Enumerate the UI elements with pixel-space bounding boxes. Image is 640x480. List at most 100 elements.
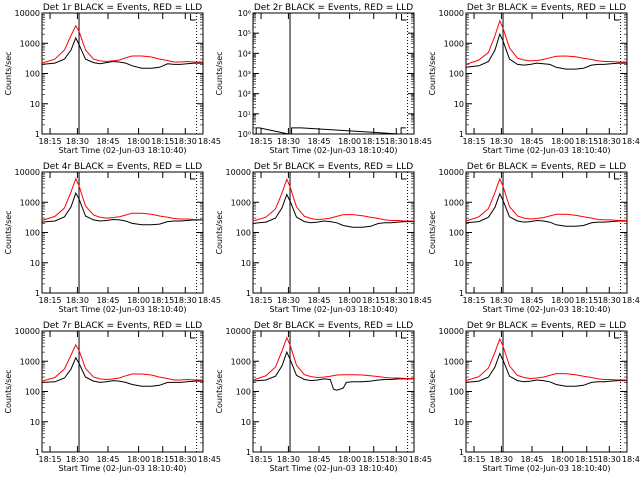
y-tick-label: 10000 — [439, 9, 464, 18]
y-tick-label: 10000 — [439, 327, 464, 336]
y-tick-label: 10⁵ — [238, 29, 251, 38]
x-tick-label: 18:00 — [127, 455, 150, 464]
x-tick-label: 18:30 — [66, 137, 89, 146]
x-tick-label: 18:45 — [198, 296, 221, 305]
x-tick-label: 18:30 — [385, 296, 408, 305]
panel-1: Det 1r BLACK = Events, RED = LLD 1 10 100 10… — [4, 3, 221, 155]
x-tick-label: 18:15 — [151, 296, 174, 305]
y-tick-label: 1000 — [444, 357, 464, 366]
panel-title: Det 2r BLACK = Events, RED = LLD — [254, 3, 413, 13]
y-tick-label: 100 — [236, 388, 251, 397]
x-tick-label: 18:15 — [362, 137, 385, 146]
bracket-mark — [190, 173, 196, 180]
y-tick-label: 1 — [246, 289, 251, 298]
x-tick-label: 18:45 — [96, 296, 119, 305]
x-axis-label: Start Time (02-Jun-03 18:10:40) — [59, 305, 187, 314]
y-tick-label: 10² — [238, 90, 251, 99]
x-tick-label: 18:00 — [338, 455, 361, 464]
x-tick-label: 18:15 — [575, 137, 598, 146]
plot-frame — [252, 171, 415, 294]
x-tick-label: 18:30 — [174, 296, 197, 305]
panel-5: Det 5r BLACK = Events, RED = LLD 1 10 100 10… — [215, 162, 432, 314]
y-tick-label: 10 — [454, 418, 464, 427]
bracket-mark — [190, 332, 196, 339]
x-tick-label: 18:30 — [66, 296, 89, 305]
x-tick-label: 18:30 — [490, 296, 513, 305]
x-tick-label: 18:15 — [151, 137, 174, 146]
x-axis-label: Start Time (02-Jun-03 18:10:40) — [270, 146, 398, 155]
plot-frame — [465, 330, 628, 453]
series-lld-line — [41, 343, 203, 382]
x-tick-label: 18:45 — [520, 137, 543, 146]
y-tick-label: 1 — [35, 130, 40, 139]
y-tick-label: 100 — [25, 229, 40, 238]
panel-8: Det 8r BLACK = Events, RED = LLD 1 10 100 10… — [215, 321, 432, 473]
x-tick-label: 18:15 — [151, 455, 174, 464]
y-tick-label: 10 — [30, 100, 40, 109]
panel-title: Det 9r BLACK = Events, RED = LLD — [467, 321, 626, 331]
panel-6: Det 6r BLACK = Events, RED = LLD 1 10 100 10… — [428, 162, 640, 314]
x-tick-label: 18:45 — [409, 137, 432, 146]
y-tick-label: 10000 — [15, 327, 40, 336]
x-tick-label: 18:15 — [575, 296, 598, 305]
series-lld-line — [465, 177, 627, 222]
y-tick-label: 1000 — [20, 39, 40, 48]
x-axis-label: Start Time (02-Jun-03 18:10:40) — [270, 305, 398, 314]
y-tick-label: 10 — [30, 418, 40, 427]
x-tick-label: 18:00 — [127, 296, 150, 305]
panel-title: Det 4r BLACK = Events, RED = LLD — [43, 162, 202, 172]
y-tick-label: 1000 — [231, 198, 251, 207]
x-tick-label: 18:45 — [96, 137, 119, 146]
y-tick-label: 10 — [454, 259, 464, 268]
y-tick-label: 1 — [246, 448, 251, 457]
y-tick-label: 1 — [459, 448, 464, 457]
x-tick-label: 18:30 — [598, 296, 621, 305]
x-tick-label: 18:30 — [598, 455, 621, 464]
panel-7: Det 7r BLACK = Events, RED = LLD 1 10 100 10… — [4, 321, 221, 473]
x-tick-label: 18:30 — [598, 137, 621, 146]
y-axis-label: Counts/sec — [4, 51, 13, 95]
series-lld-line — [465, 337, 627, 382]
series-events-line — [252, 350, 414, 391]
series-events-line — [253, 127, 406, 135]
series-events-line — [41, 36, 203, 69]
y-tick-label: 10¹ — [238, 110, 251, 119]
y-tick-label: 10000 — [226, 327, 251, 336]
series-events-line — [41, 191, 203, 226]
x-tick-label: 18:00 — [338, 296, 361, 305]
series-lld-line — [41, 24, 203, 64]
series-lld-line — [465, 19, 627, 65]
y-axis-label: Counts/sec — [215, 369, 224, 413]
y-tick-label: 1000 — [444, 198, 464, 207]
y-tick-label: 10⁴ — [238, 49, 251, 58]
y-tick-label: 10 — [241, 259, 251, 268]
y-tick-label: 1 — [35, 448, 40, 457]
series-lld-line — [41, 177, 203, 221]
x-tick-label: 18:45 — [520, 296, 543, 305]
y-tick-label: 1 — [35, 289, 40, 298]
y-axis-label: Counts/sec — [428, 210, 437, 254]
bracket-mark — [401, 14, 407, 21]
x-tick-label: 18:45 — [409, 455, 432, 464]
bracket-mark — [190, 14, 196, 21]
x-tick-label: 18:30 — [277, 455, 300, 464]
y-axis-label: Counts/sec — [4, 210, 13, 254]
bracket-mark — [401, 332, 407, 339]
panel-title: Det 8r BLACK = Events, RED = LLD — [254, 321, 413, 331]
y-axis-label: Counts/sec — [215, 51, 224, 95]
x-tick-label: 18:15 — [463, 296, 486, 305]
x-tick-label: 18:45 — [622, 455, 640, 464]
y-axis-label: Counts/sec — [4, 369, 13, 413]
y-tick-label: 100 — [449, 229, 464, 238]
panel-9: Det 9r BLACK = Events, RED = LLD 1 10 100 10… — [428, 321, 640, 473]
x-tick-label: 18:00 — [551, 137, 574, 146]
panel-3: Det 3r BLACK = Events, RED = LLD 1 10 100 10… — [428, 3, 640, 155]
x-tick-label: 18:45 — [198, 137, 221, 146]
x-tick-label: 18:00 — [551, 296, 574, 305]
y-tick-label: 10 — [30, 259, 40, 268]
x-tick-label: 18:00 — [127, 137, 150, 146]
x-tick-label: 18:45 — [409, 296, 432, 305]
plot-frame — [41, 330, 204, 453]
y-tick-label: 10⁰ — [238, 130, 251, 139]
